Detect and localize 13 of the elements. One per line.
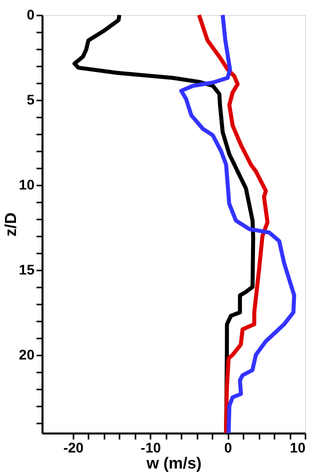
x-tick-label: -10 (140, 440, 162, 456)
y-tick-label: 20 (18, 346, 35, 362)
y-axis-title: z/D (2, 212, 20, 236)
x-axis-title: w (m/s) (145, 456, 202, 472)
line-series (179, 13, 296, 435)
line-series (197, 13, 270, 435)
x-tick-label: 10 (290, 440, 306, 456)
y-tick-label: 10 (18, 176, 35, 192)
y-tick-label: 0 (26, 6, 35, 22)
x-tick-label: 0 (224, 440, 232, 456)
y-tick-label: 15 (18, 261, 35, 278)
y-tick-label: 5 (26, 91, 35, 108)
x-tick-label: -20 (63, 440, 84, 456)
